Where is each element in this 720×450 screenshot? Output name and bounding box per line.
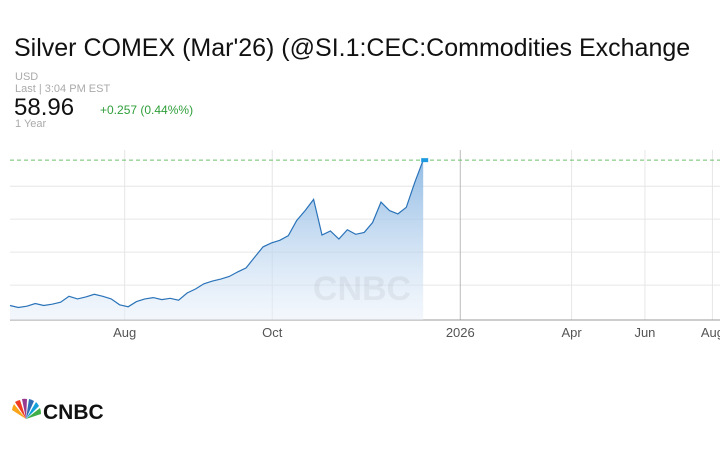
- x-tick-label: Aug: [113, 325, 136, 340]
- price-change: +0.257 (0.44%%): [100, 103, 193, 117]
- logo-text: CNBC: [43, 401, 104, 424]
- last-time: Last | 3:04 PM EST: [15, 83, 110, 95]
- x-tick-label: Aug: [701, 325, 720, 340]
- currency: USD: [15, 71, 38, 83]
- line: [9, 159, 424, 309]
- chart-title: Silver COMEX (Mar'26) (@SI.1:CEC:Commodi…: [14, 34, 690, 62]
- last-point: [421, 158, 429, 163]
- watermark: CNBC: [313, 270, 411, 308]
- x-tick-label: Oct: [262, 325, 283, 340]
- range: 1 Year: [15, 118, 47, 130]
- x-tick-label: Apr: [561, 325, 582, 340]
- area-fill: [10, 160, 424, 320]
- x-tick-label: Jun: [634, 325, 655, 340]
- plot: Aug Oct 2026 Apr Jun Aug: [9, 150, 720, 340]
- x-tick-label: 2026: [446, 325, 475, 340]
- price: 58.96: [14, 94, 74, 121]
- logo: [12, 398, 42, 419]
